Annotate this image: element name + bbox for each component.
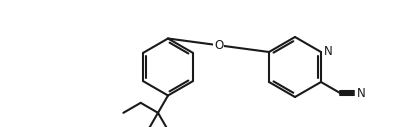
Text: N: N: [357, 86, 366, 99]
Text: N: N: [324, 44, 333, 58]
Text: O: O: [214, 39, 223, 52]
